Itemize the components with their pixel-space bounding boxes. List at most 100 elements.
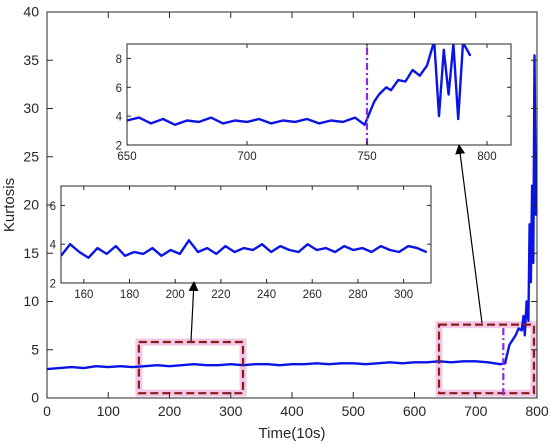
inset-middle-data-point <box>124 255 126 257</box>
inset-top-data-point <box>385 86 388 89</box>
main-data-point <box>95 365 97 368</box>
inset-middle-x-tick-label: 240 <box>257 289 276 301</box>
main-y-tick-label: 15 <box>23 245 39 261</box>
inset-top-data-point <box>162 118 164 120</box>
inset-top-data-point <box>150 122 152 125</box>
inset-middle-data-point <box>361 247 364 249</box>
inset-top-data-point <box>210 116 212 119</box>
inset-middle-panel: 160 180 200 220 240 260 280 300 2 4 6 <box>50 185 432 301</box>
inset-top-data-point <box>462 42 464 44</box>
inset-top-data-point <box>426 64 428 67</box>
inset-middle-data-point <box>206 247 208 249</box>
inset-middle-data-point <box>69 243 71 245</box>
main-data-point <box>364 363 367 366</box>
main-data-point <box>377 362 379 365</box>
inset-top-data-point <box>443 49 445 51</box>
inset-middle-y-tick-label: 6 <box>50 201 56 213</box>
main-data-point <box>527 320 530 322</box>
inset-middle-background <box>61 186 431 283</box>
inset-top-data-point <box>447 93 450 96</box>
main-data-point <box>504 362 507 365</box>
main-data-point <box>401 362 404 365</box>
main-x-tick-label: 700 <box>464 403 488 419</box>
main-y-tick-label: 0 <box>31 390 39 406</box>
inset-top-data-point <box>270 122 272 125</box>
inset-middle-data-point <box>179 253 181 255</box>
inset-middle-data-point <box>133 251 135 253</box>
main-y-tick-label: 25 <box>23 148 39 164</box>
main-data-point <box>340 362 342 365</box>
inset-middle-x-tick-label: 220 <box>211 289 230 301</box>
inset-top-data-point <box>373 100 376 103</box>
inset-middle-data-point <box>105 253 108 255</box>
inset-middle-data-point <box>425 251 428 253</box>
main-data-point <box>525 300 528 303</box>
main-data-point <box>389 361 391 364</box>
inset-middle-data-point <box>252 249 254 251</box>
main-highlight-glow-1 <box>435 321 538 397</box>
main-x-tick-label: 100 <box>97 403 121 419</box>
main-data-point <box>107 366 110 368</box>
main-data-point <box>193 363 195 366</box>
inset-middle-x-tick-label: 300 <box>394 289 413 301</box>
main-data-point <box>266 363 269 366</box>
inset-middle-y-tick-label: 4 <box>50 240 57 252</box>
main-highlight-glow-0 <box>135 338 247 397</box>
inset-middle-data-point <box>270 251 272 253</box>
main-data-point <box>168 365 171 368</box>
main-data-point <box>508 344 511 346</box>
main-y-tick-label: 40 <box>23 4 39 20</box>
main-x-tick-label: 400 <box>280 403 304 419</box>
main-data-point <box>514 334 517 337</box>
main-data-point <box>132 366 134 368</box>
inset-top-background <box>127 44 511 145</box>
inset-middle-data-point <box>78 251 81 253</box>
arrow-to-middle-inset <box>188 281 199 342</box>
inset-top-data-point <box>186 119 188 122</box>
inset-top-data-point <box>174 124 176 126</box>
main-data-point <box>119 365 122 368</box>
inset-middle-data-point <box>352 249 355 251</box>
inset-top-data-point <box>318 122 320 125</box>
inset-top-y-tick-label: 6 <box>116 83 122 95</box>
main-highlight-box-0 <box>137 340 245 395</box>
main-x-tick-label: 600 <box>403 403 427 419</box>
main-data-point <box>315 362 318 365</box>
main-data-point <box>156 364 159 367</box>
inset-middle-data-point <box>224 245 227 247</box>
inset-middle-x-tick-label: 180 <box>120 289 139 301</box>
main-panel: 0 100 200 300 400 500 600 700 800 0 5 10 15 20 25 30 35 4… <box>1 4 549 443</box>
main-data-point <box>58 367 61 369</box>
inset-top-data-point <box>198 121 200 123</box>
main-data-point <box>520 329 523 332</box>
inset-top-y-tick-label: 8 <box>116 54 122 66</box>
main-data-point <box>279 364 281 367</box>
inset-top-data-point <box>397 79 400 81</box>
main-data-point <box>487 361 489 364</box>
inset-top-x-tick-label: 650 <box>117 151 136 163</box>
inset-middle-data-point <box>142 253 144 255</box>
inset-middle-x-tick-label: 200 <box>166 289 185 301</box>
main-data-point <box>532 262 535 264</box>
inset-middle-data-point <box>242 247 245 249</box>
arrow-to-top-inset <box>455 144 483 324</box>
inset-top-data-point <box>138 116 140 119</box>
main-data-point <box>291 363 293 366</box>
inset-top-data-point <box>306 118 308 120</box>
inset-middle-data-point <box>389 249 391 251</box>
inset-middle-data-point <box>151 247 154 249</box>
inset-middle-data-point <box>407 245 410 247</box>
main-data-point <box>254 363 257 366</box>
inset-middle-data-point <box>297 251 300 253</box>
main-data-point <box>535 213 537 216</box>
inset-top-data-point <box>419 74 421 77</box>
inset-middle-data-point <box>215 253 218 255</box>
main-data-point <box>517 327 520 330</box>
inset-top-data-point <box>246 121 248 123</box>
inset-middle-y-tick-label: 2 <box>50 279 56 291</box>
inset-top-data-point <box>433 40 435 42</box>
main-data-point <box>328 363 330 366</box>
inset-middle-data-point <box>370 251 373 253</box>
inset-middle-x-tick-label: 260 <box>303 289 322 301</box>
